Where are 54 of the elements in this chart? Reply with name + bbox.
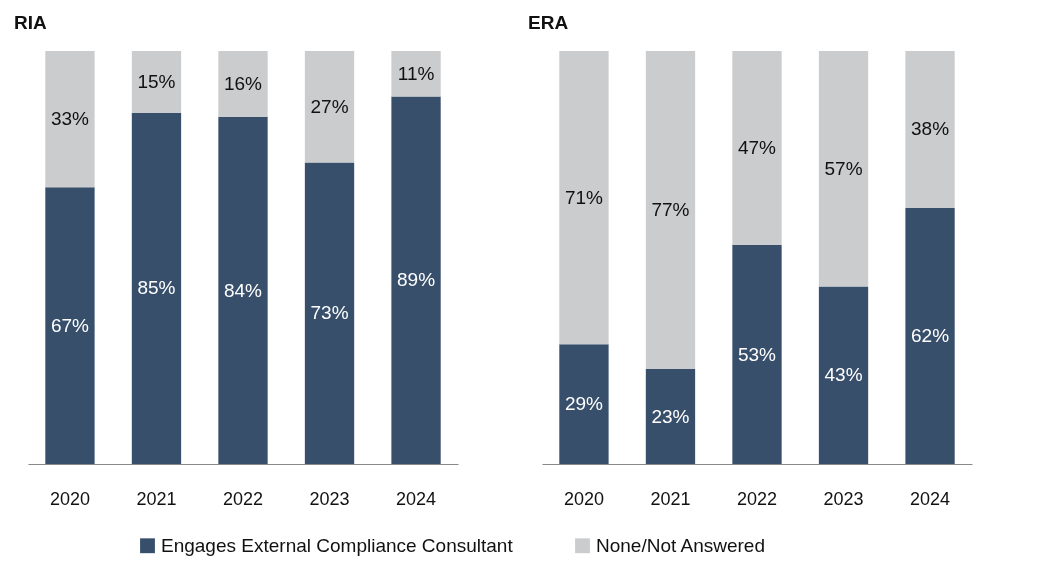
bar: [645, 51, 696, 370]
data-label: 85%: [137, 277, 176, 299]
data-label: 33%: [50, 108, 90, 130]
chart-title: ERA: [528, 12, 569, 33]
bar: [391, 96, 441, 464]
bar: [131, 112, 182, 464]
bar: [218, 117, 268, 464]
data-label: 89%: [397, 269, 436, 291]
x-tick-label: 2023: [309, 488, 350, 509]
data-label: 62%: [911, 324, 950, 346]
bar: [818, 51, 869, 287]
data-label: 57%: [824, 157, 863, 179]
legend-label: None/Not Answered: [596, 534, 765, 556]
data-label: 67%: [50, 314, 90, 336]
bar: [131, 51, 182, 113]
data-label: 27%: [310, 95, 349, 117]
bar: [559, 51, 609, 345]
data-label: 11%: [397, 62, 435, 84]
bar: [732, 245, 782, 464]
data-label: 71%: [564, 186, 604, 208]
bar: [559, 344, 609, 464]
x-tick-label: 2024: [396, 488, 437, 509]
bar: [818, 286, 869, 464]
bar: [905, 51, 955, 208]
data-label: 38%: [911, 118, 950, 140]
x-tick-label: 2023: [823, 488, 864, 509]
data-label: 77%: [651, 199, 690, 221]
bar: [391, 51, 441, 97]
x-tick-label: 2022: [736, 488, 778, 509]
bar: [905, 207, 955, 464]
data-label: 53%: [737, 343, 777, 365]
bar: [304, 51, 355, 163]
data-label: 29%: [564, 393, 604, 415]
data-label: 47%: [737, 137, 777, 159]
data-label: 16%: [223, 73, 263, 95]
bar: [218, 51, 268, 118]
bar: [732, 51, 782, 246]
x-tick-label: 2022: [222, 488, 264, 509]
x-tick-label: 2021: [650, 488, 691, 509]
data-label: 84%: [223, 279, 263, 301]
bar: [645, 369, 696, 464]
legend-label: Engages External Compliance Consultant: [161, 534, 514, 556]
bar: [45, 187, 95, 464]
data-label: 73%: [310, 302, 349, 324]
bar: [304, 162, 355, 464]
x-tick-label: 2024: [910, 488, 951, 509]
data-label: 15%: [137, 70, 176, 92]
x-tick-label: 2020: [49, 488, 90, 509]
x-tick-label: 2021: [136, 488, 177, 509]
data-label: 23%: [651, 405, 690, 427]
x-tick-label: 2020: [563, 488, 604, 509]
chart-title: RIA: [14, 12, 47, 33]
data-label: 43%: [824, 364, 863, 386]
bar: [45, 51, 95, 188]
